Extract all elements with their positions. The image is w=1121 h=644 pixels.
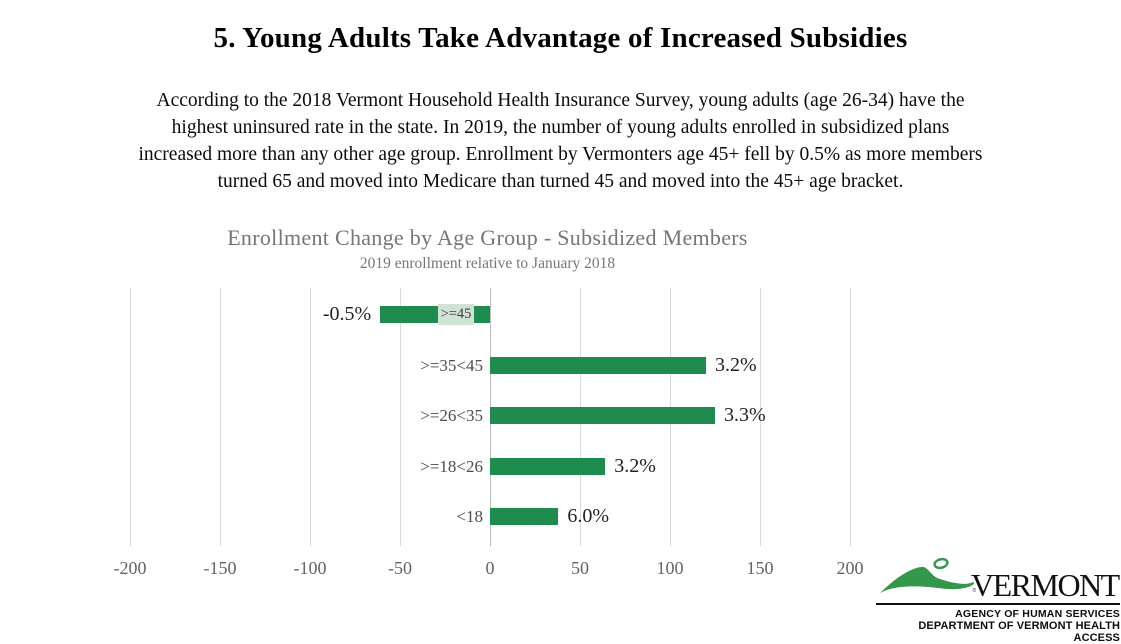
intro-line: turned 65 and moved into Medicare than t… — [217, 171, 904, 192]
grid-line — [850, 288, 851, 546]
intro-line: highest uninsured rate in the state. In … — [171, 117, 950, 138]
x-tick-label: -100 — [293, 558, 327, 578]
x-tick-label: 150 — [746, 558, 774, 578]
logo-wordmark: VERMONT — [971, 567, 1120, 603]
x-tick-label: 0 — [485, 558, 495, 578]
value-label: -0.5% — [322, 303, 372, 325]
x-tick-label: -150 — [203, 558, 237, 578]
logo-department-line: DEPARTMENT OF VERMONT HEALTH ACCESS — [918, 620, 1120, 644]
grid-line — [760, 288, 761, 546]
plot-area: -200 -150 -100 -50 0 50 100 150 200 -0.5% >=45 >=35… — [114, 288, 864, 578]
mountain-icon: ® — [879, 557, 977, 594]
x-tick-label: 100 — [656, 558, 684, 578]
category-label: >=18<26 — [420, 457, 483, 476]
value-label: 3.3% — [724, 404, 766, 426]
bar->=35<45 — [490, 357, 706, 374]
intro-line: According to the 2018 Vermont Household … — [156, 90, 965, 111]
page-title: 5. Young Adults Take Advantage of Increa… — [213, 22, 908, 54]
category-chip: >=45 — [438, 304, 474, 325]
x-tick-label: 200 — [836, 558, 864, 578]
category-label: >=26<35 — [420, 406, 483, 425]
bar-<18 — [490, 508, 559, 525]
value-label: 3.2% — [715, 354, 757, 376]
x-tick-label: 50 — [571, 558, 589, 578]
value-label: 6.0% — [567, 505, 610, 527]
bar->=18<26 — [490, 458, 606, 475]
chart-subtitle: 2019 enrollment relative to January 2018 — [359, 255, 616, 272]
grid-line — [310, 288, 311, 546]
grid-line — [400, 288, 401, 546]
x-tick-label: -200 — [113, 558, 147, 578]
x-tick-label: -50 — [388, 558, 412, 578]
logo-divider — [876, 603, 1120, 605]
bar->=26<35 — [490, 407, 715, 424]
intro-paragraph: According to the 2018 Vermont Household … — [30, 87, 1091, 195]
category-label: <18 — [456, 507, 483, 526]
vermont-logo: ® VERMONT AGENCY OF HUMAN SERVICES DEPAR… — [876, 556, 1120, 644]
chart-title: Enrollment Change by Age Group - Subsidi… — [227, 225, 748, 250]
logo-agency-line: AGENCY OF HUMAN SERVICES — [955, 608, 1120, 620]
grid-line — [220, 288, 221, 546]
grid-line — [130, 288, 131, 546]
category-label: >=35<45 — [420, 356, 483, 375]
registered-mark: ® — [973, 587, 977, 594]
value-label: 3.2% — [614, 455, 656, 477]
intro-line: increased more than any other age group.… — [138, 144, 983, 165]
